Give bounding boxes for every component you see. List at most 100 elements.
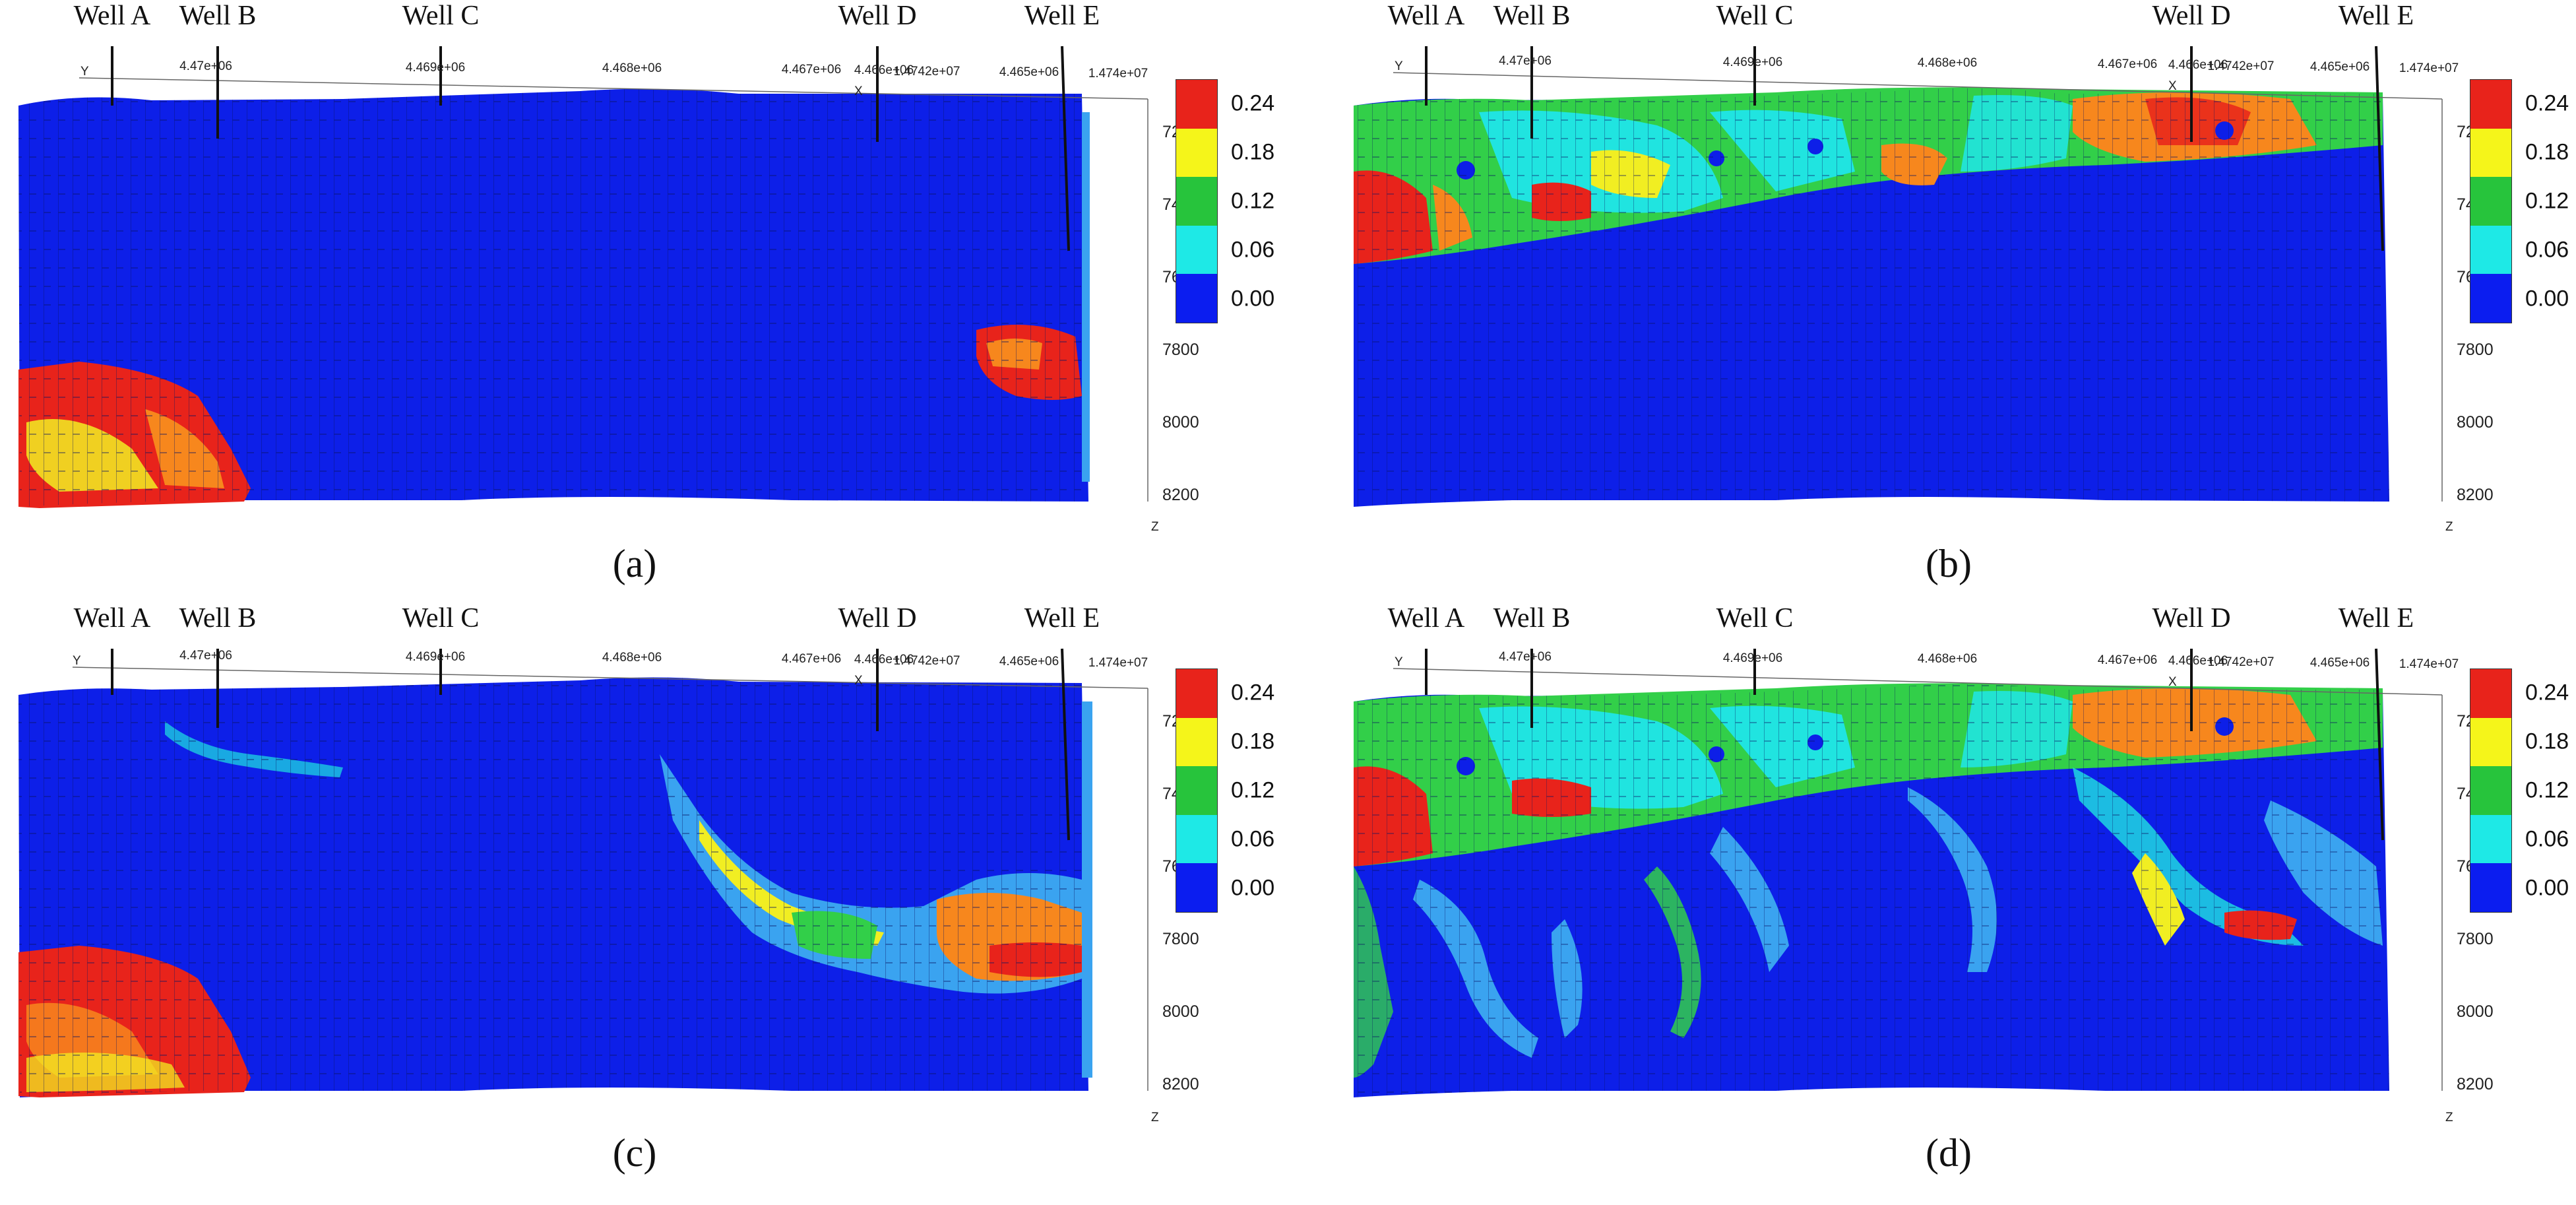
legend-label: 0.18 bbox=[2525, 729, 2569, 754]
legend-swatch bbox=[2470, 863, 2511, 912]
axis-tick-label: 4.468e+06 bbox=[602, 651, 662, 665]
axis-tick-label: 4.468e+06 bbox=[1917, 56, 1978, 70]
legend-swatch bbox=[2470, 80, 2511, 129]
well-trajectory bbox=[1061, 46, 1070, 251]
axis-tick-label: 4.467e+06 bbox=[2097, 653, 2158, 667]
legend-colorbar bbox=[1176, 668, 1218, 913]
y-axis-letter: Y bbox=[1395, 59, 1403, 73]
legend-label: 0.12 bbox=[1231, 777, 1275, 803]
well-label: Well A bbox=[1387, 1, 1465, 31]
legend-swatch bbox=[1176, 177, 1217, 226]
legend-label: 0.24 bbox=[2525, 680, 2569, 705]
legend-label: 0.24 bbox=[1231, 680, 1275, 705]
depth-tick-label: 8000 bbox=[2457, 413, 2494, 432]
depth-tick-label: 8000 bbox=[1162, 413, 1199, 432]
panel-c: Well A Well B Well C Well D Well E 4.47e+06 4.… bbox=[0, 602, 1288, 1205]
axis-tick-label: 4.469e+06 bbox=[1722, 55, 1783, 69]
well-trajectory bbox=[1061, 648, 1070, 841]
legend-swatch bbox=[1176, 128, 1217, 178]
depth-tick-label: 8200 bbox=[2457, 1075, 2494, 1093]
color-legend: 0.24 0.18 0.12 0.06 0.00 bbox=[1176, 79, 1327, 337]
depth-tick-label: 7800 bbox=[1162, 341, 1199, 359]
color-legend: 0.24 0.18 0.12 0.06 0.00 bbox=[2470, 668, 2576, 926]
panel-caption: (b) bbox=[1926, 542, 1972, 585]
color-legend: 0.24 0.18 0.12 0.06 0.00 bbox=[2470, 79, 2576, 337]
legend-colorbar bbox=[2470, 79, 2512, 323]
legend-swatch bbox=[2470, 717, 2511, 767]
axis-tick-label: 4.465e+06 bbox=[2309, 656, 2370, 670]
well-label: Well C bbox=[1716, 603, 1794, 634]
axis-tick-label: 1.4742e+07 bbox=[893, 64, 960, 79]
legend-label: 0.24 bbox=[2525, 90, 2569, 116]
axis-tick-label: 4.466e+06 bbox=[854, 653, 914, 667]
legend-colorbar bbox=[2470, 668, 2512, 913]
well-label: Well A bbox=[73, 1, 151, 31]
panel-b: Well A Well B Well C Well D Well E 4.47e+06 4.… bbox=[1314, 0, 2576, 602]
well-label: Well C bbox=[402, 603, 480, 634]
well-label: Well C bbox=[402, 1, 480, 31]
z-axis-letter: Z bbox=[1151, 1111, 1159, 1124]
well-label: Well D bbox=[2152, 603, 2231, 634]
well-label: Well E bbox=[1024, 603, 1100, 634]
well-label: Well B bbox=[1493, 603, 1571, 634]
panel-caption: (a) bbox=[612, 542, 657, 585]
well-label: Well E bbox=[2338, 603, 2414, 634]
legend-swatch bbox=[2470, 669, 2511, 718]
legend-swatch bbox=[1176, 80, 1217, 129]
legend-swatch bbox=[2470, 766, 2511, 815]
well-label: Well E bbox=[2338, 1, 2414, 31]
legend-label: 0.06 bbox=[2525, 826, 2569, 852]
axis-tick-label: 1.474e+07 bbox=[1088, 655, 1148, 670]
axis-tick-label: 1.4742e+07 bbox=[893, 653, 960, 668]
legend-swatch bbox=[1176, 274, 1217, 323]
axis-tick-label: 1.474e+07 bbox=[2399, 61, 2459, 75]
axis-tick-label: 1.474e+07 bbox=[2399, 657, 2459, 671]
depth-tick-label: 8200 bbox=[1162, 1075, 1199, 1093]
depth-tick-label: 8000 bbox=[1162, 1002, 1199, 1021]
x-axis-letter: X bbox=[854, 674, 863, 688]
panel-caption: (c) bbox=[612, 1131, 657, 1175]
y-axis-letter: Y bbox=[73, 654, 81, 668]
reservoir-model-d bbox=[1354, 648, 2443, 1097]
z-axis-letter: Z bbox=[2445, 520, 2453, 534]
legend-swatch bbox=[2470, 274, 2511, 323]
legend-swatch bbox=[1176, 814, 1217, 864]
legend-swatch bbox=[2470, 225, 2511, 275]
z-axis-letter: Z bbox=[2445, 1111, 2453, 1124]
axis-tick-label: 4.466e+06 bbox=[854, 63, 914, 77]
depth-tick-label: 8000 bbox=[2457, 1002, 2494, 1021]
axis-tick-label: 4.467e+06 bbox=[781, 651, 842, 666]
axis-tick-label: 4.468e+06 bbox=[602, 61, 662, 75]
well-label: Well D bbox=[2152, 1, 2231, 31]
axis-tick-label: 4.47e+06 bbox=[179, 59, 232, 73]
y-axis-letter: Y bbox=[1395, 655, 1403, 669]
legend-swatch bbox=[1176, 863, 1217, 912]
axis-tick-label: 4.465e+06 bbox=[2309, 60, 2370, 74]
legend-swatch bbox=[1176, 717, 1217, 767]
panel-a: Well A Well B Well C Well D Well E 4.47e+06 4.… bbox=[0, 0, 1288, 602]
legend-label: 0.00 bbox=[2525, 875, 2569, 901]
legend-swatch bbox=[1176, 225, 1217, 275]
reservoir-model-c bbox=[18, 648, 1148, 1097]
well-label: Well C bbox=[1716, 1, 1794, 31]
y-axis-letter: Y bbox=[80, 65, 89, 79]
reservoir-model-a bbox=[18, 46, 1148, 508]
legend-label: 0.24 bbox=[1231, 90, 1275, 116]
well-label: Well B bbox=[179, 1, 257, 31]
legend-label: 0.18 bbox=[2525, 139, 2569, 165]
legend-swatch bbox=[2470, 177, 2511, 226]
panel-caption: (d) bbox=[1926, 1131, 1972, 1175]
legend-label: 0.06 bbox=[1231, 826, 1275, 852]
axis-tick-label: 4.47e+06 bbox=[179, 649, 232, 663]
well-label: Well B bbox=[1493, 1, 1571, 31]
axis-tick-label: 4.468e+06 bbox=[1917, 652, 1978, 666]
legend-swatch bbox=[2470, 128, 2511, 178]
well-label: Well A bbox=[73, 603, 151, 634]
axis-tick-label: 1.4742e+07 bbox=[2207, 59, 2275, 73]
depth-tick-label: 8200 bbox=[1162, 486, 1199, 504]
axis-tick-label: 4.47e+06 bbox=[1499, 650, 1552, 664]
well-trajectory bbox=[2375, 46, 2384, 251]
axis-tick-label: 4.467e+06 bbox=[2097, 57, 2158, 71]
depth-tick-label: 7800 bbox=[1162, 930, 1199, 948]
depth-tick-label: 7800 bbox=[2457, 930, 2494, 948]
